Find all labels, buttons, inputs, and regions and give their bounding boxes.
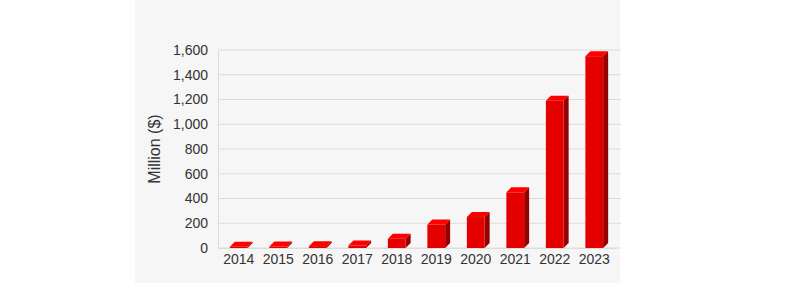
bar-3d — [348, 241, 371, 248]
bar — [585, 56, 603, 248]
bar — [388, 239, 406, 248]
y-tick: 600 — [185, 166, 218, 182]
y-tick-label: 1,400 — [173, 67, 208, 83]
y-tick: 1,600 — [173, 42, 218, 58]
x-tick: 2014 — [223, 248, 254, 267]
panel — [135, 0, 620, 283]
y-axis-title: Million ($) — [146, 114, 163, 183]
x-tick-label: 2022 — [539, 251, 570, 267]
y-tick-label: 0 — [200, 240, 208, 256]
y-tick-label: 400 — [185, 190, 209, 206]
x-tick-label: 2021 — [500, 251, 531, 267]
bar-3d — [388, 234, 411, 248]
x-tick: 2021 — [500, 248, 531, 267]
bar-top — [269, 242, 292, 247]
x-tick-label: 2016 — [302, 251, 333, 267]
x-tick: 2015 — [263, 248, 294, 267]
x-tick: 2020 — [460, 248, 491, 267]
bar — [269, 247, 287, 248]
x-tick: 2022 — [539, 248, 570, 267]
x-tick-label: 2015 — [263, 251, 294, 267]
x-tick: 2017 — [342, 248, 373, 267]
x-tick-label: 2014 — [223, 251, 254, 267]
bar-top — [230, 242, 253, 247]
bar-3d — [506, 187, 529, 248]
bar — [230, 247, 248, 248]
x-tick-label: 2020 — [460, 251, 491, 267]
bar-top — [427, 219, 450, 224]
x-axis: 2014 2015 2016 2017 2018 2019 2020 2021 2022 2023 — [219, 248, 616, 267]
grid-line — [218, 50, 621, 51]
bar-top — [348, 241, 371, 246]
bar — [348, 246, 366, 248]
bar-3d — [230, 242, 253, 248]
x-tick: 2018 — [381, 248, 412, 267]
bar-3d — [467, 212, 490, 248]
y-axis-line — [218, 51, 219, 249]
x-tick-label: 2023 — [579, 251, 610, 267]
grid-line — [218, 74, 621, 75]
y-tick-label: 1,600 — [173, 42, 208, 58]
bar-top — [309, 241, 332, 246]
y-tick-label: 800 — [185, 141, 209, 157]
bar-3d — [585, 51, 608, 248]
bar — [427, 224, 445, 248]
bar — [546, 101, 564, 248]
x-axis-line — [219, 248, 616, 249]
bar-top — [506, 187, 529, 192]
x-tick-label: 2019 — [421, 251, 452, 267]
bar-side — [603, 51, 608, 248]
y-tick-label: 1,200 — [173, 91, 208, 107]
bar-3d — [427, 219, 450, 248]
y-tick: 1,200 — [173, 91, 218, 107]
x-tick-label: 2018 — [381, 251, 412, 267]
x-tick: 2019 — [421, 248, 452, 267]
y-tick: 1,400 — [173, 67, 218, 83]
bar-top — [546, 96, 569, 101]
bar-top — [585, 51, 608, 56]
bar-side — [564, 96, 569, 248]
bar-3d — [546, 96, 569, 248]
x-tick: 2016 — [302, 248, 333, 267]
bar-side — [485, 212, 490, 248]
y-tick: 800 — [185, 141, 218, 157]
bar-3d — [309, 241, 332, 248]
y-tick-label: 200 — [185, 215, 209, 231]
chart: 02004006008001,0001,2001,4001,6002014201… — [0, 0, 800, 293]
x-tick: 2023 — [579, 248, 610, 267]
bar-top — [467, 212, 490, 217]
y-tick: 400 — [185, 190, 218, 206]
y-tick-label: 600 — [185, 166, 209, 182]
x-tick-label: 2017 — [342, 251, 373, 267]
bar-side — [524, 187, 529, 248]
bar-3d — [269, 242, 292, 248]
y-tick-label: 1,000 — [173, 116, 208, 132]
y-tick: 1,000 — [173, 116, 218, 132]
y-axis: 0 200 400 600 800 1,000 1,200 1,400 1,600 — [173, 42, 219, 256]
bar-side — [445, 219, 450, 248]
bars — [230, 51, 608, 248]
bar — [506, 192, 524, 248]
y-tick: 200 — [185, 215, 218, 231]
bar — [309, 246, 327, 248]
y-tick: 0 — [200, 240, 218, 256]
bar-top — [388, 234, 411, 239]
grid — [218, 50, 621, 248]
bar — [467, 217, 485, 248]
